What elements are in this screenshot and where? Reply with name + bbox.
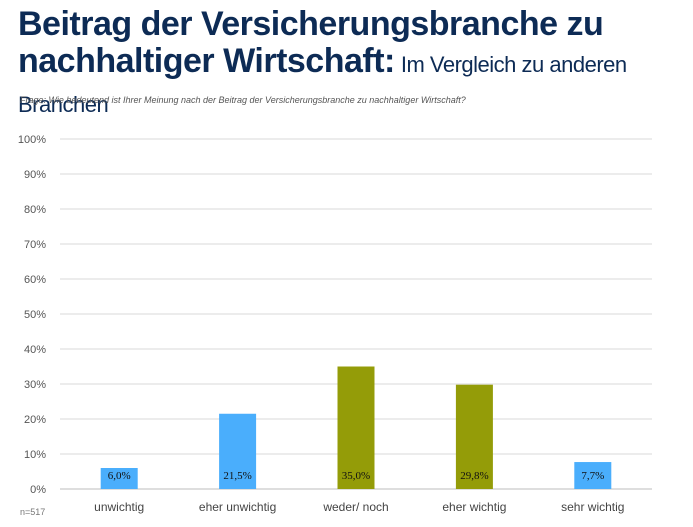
- y-tick-label: 60%: [24, 274, 46, 286]
- x-tick-label: eher wichtig: [442, 500, 506, 514]
- y-tick-label: 10%: [24, 449, 46, 461]
- bar: [100, 468, 138, 489]
- x-tick-label: unwichtig: [94, 500, 144, 514]
- x-tick-label: weder/ noch: [322, 500, 388, 514]
- data-label: 35,0%: [342, 470, 370, 482]
- sample-size: n=517: [20, 507, 46, 517]
- y-tick-label: 80%: [24, 204, 46, 216]
- title-line-2: nachhaltiger Wirtschaft:: [18, 42, 395, 80]
- title-line-1: Beitrag der Versicherungsbranche zu: [18, 5, 604, 43]
- chart-title: Beitrag der Versicherungsbranche zu nach…: [18, 6, 688, 123]
- y-tick-label: 40%: [24, 344, 46, 356]
- y-tick-label: 0%: [30, 484, 46, 496]
- y-tick-label: 90%: [24, 169, 46, 181]
- y-tick-label: 30%: [24, 379, 46, 391]
- y-tick-label: 20%: [24, 414, 46, 426]
- chart-subtitle: Im Vergleich zu anderen Branchen: [18, 52, 627, 117]
- x-tick-label: sehr wichtig: [561, 500, 624, 514]
- data-label: 21,5%: [223, 470, 251, 482]
- y-tick-label: 50%: [24, 309, 46, 321]
- bar: [455, 384, 493, 489]
- y-tick-label: 100%: [18, 134, 46, 146]
- data-label: 6,0%: [108, 470, 131, 482]
- x-axis: unwichtig eher unwichtig weder/ noch eher w…: [94, 500, 624, 514]
- data-label: 29,8%: [460, 470, 488, 482]
- data-label: 7,7%: [581, 470, 604, 482]
- x-tick-label: eher unwichtig: [199, 500, 276, 514]
- bars: 6,0% 21,5% 35,0% 29,8% 7,7%: [100, 366, 612, 489]
- survey-question: Frage: Wie bedeutend ist Ihrer Meinung n…: [20, 95, 466, 105]
- y-tick-label: 70%: [24, 239, 46, 251]
- y-axis: 0% 10% 20% 30% 40% 50% 60% 70% 80% 90% 100%: [18, 134, 46, 496]
- bar: [337, 366, 375, 489]
- bar: [574, 462, 612, 489]
- bar: [219, 413, 257, 489]
